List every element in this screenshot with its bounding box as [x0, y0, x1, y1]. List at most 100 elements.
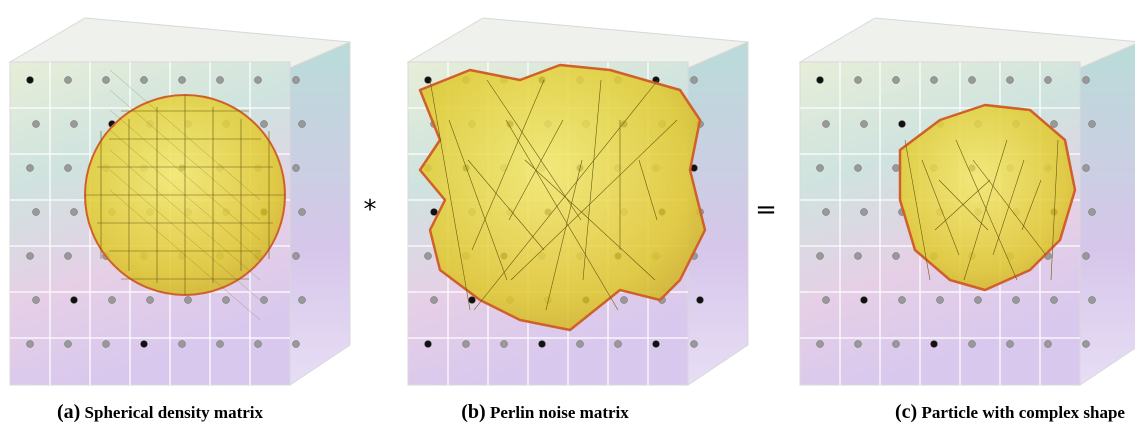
lattice-point: [71, 209, 78, 216]
lattice-point: [299, 209, 306, 216]
lattice-point: [969, 341, 976, 348]
lattice-point: [855, 77, 862, 84]
lattice-point: [261, 121, 268, 128]
lattice-point: [1083, 165, 1090, 172]
lattice-point: [27, 77, 34, 84]
lattice-point: [1051, 121, 1058, 128]
lattice-point: [691, 341, 698, 348]
lattice-point: [179, 341, 186, 348]
lattice-point: [817, 77, 824, 84]
lattice-point: [817, 165, 824, 172]
lattice-point: [33, 209, 40, 216]
lattice-point: [691, 77, 698, 84]
lattice-point: [463, 341, 470, 348]
lattice-point: [893, 341, 900, 348]
caption-text: Particle with complex shape: [921, 403, 1125, 422]
lattice-point: [33, 297, 40, 304]
lattice-point: [299, 121, 306, 128]
operator: *: [364, 195, 377, 225]
lattice-point: [27, 253, 34, 260]
lattice-point: [65, 341, 72, 348]
lattice-point: [293, 165, 300, 172]
lattice-point: [261, 297, 268, 304]
lattice-point: [855, 165, 862, 172]
lattice-point: [539, 341, 546, 348]
lattice-point: [425, 253, 432, 260]
lattice-point: [223, 297, 230, 304]
lattice-point: [1083, 253, 1090, 260]
lattice-point: [293, 341, 300, 348]
lattice-point: [1007, 77, 1014, 84]
caption-text: Spherical density matrix: [85, 403, 264, 422]
lattice-point: [179, 77, 186, 84]
cube-top: [10, 18, 350, 68]
lattice-point: [71, 121, 78, 128]
lattice-point: [861, 121, 868, 128]
lattice-point: [103, 77, 110, 84]
lattice-point: [621, 297, 628, 304]
panel-label: (c): [895, 401, 917, 423]
lattice-point: [217, 341, 224, 348]
lattice-point: [823, 121, 830, 128]
lattice-point: [577, 341, 584, 348]
lattice-point: [185, 297, 192, 304]
caption: (b) Perlin noise matrix: [461, 401, 629, 423]
lattice-point: [937, 297, 944, 304]
lattice-point: [931, 77, 938, 84]
lattice-point: [817, 253, 824, 260]
lattice-point: [893, 77, 900, 84]
lattice-point: [969, 77, 976, 84]
lattice-point: [33, 121, 40, 128]
cube-top: [800, 18, 1135, 68]
lattice-point: [65, 253, 72, 260]
lattice-point: [855, 341, 862, 348]
lattice-point: [109, 297, 116, 304]
panel-label: (b): [461, 401, 485, 423]
operator: =: [755, 195, 777, 225]
lattice-point: [823, 297, 830, 304]
lattice-point: [893, 165, 900, 172]
lattice-point: [817, 341, 824, 348]
lattice-point: [1083, 341, 1090, 348]
lattice-point: [27, 341, 34, 348]
cube-side: [1080, 42, 1135, 385]
lattice-point: [1045, 77, 1052, 84]
lattice-point: [1051, 297, 1058, 304]
panel-label: (a): [57, 401, 80, 423]
lattice-point: [1045, 341, 1052, 348]
lattice-point: [103, 341, 110, 348]
lattice-point: [1089, 297, 1096, 304]
lattice-point: [615, 341, 622, 348]
lattice-point: [1089, 209, 1096, 216]
lattice-point: [141, 341, 148, 348]
lattice-point: [299, 297, 306, 304]
lattice-point: [141, 77, 148, 84]
lattice-point: [861, 209, 868, 216]
lattice-point: [653, 341, 660, 348]
lattice-point: [899, 121, 906, 128]
lattice-point: [501, 341, 508, 348]
lattice-point: [697, 297, 704, 304]
lattice-point: [855, 253, 862, 260]
lattice-point: [1083, 77, 1090, 84]
lattice-point: [931, 341, 938, 348]
lattice-point: [293, 77, 300, 84]
lattice-point: [217, 77, 224, 84]
lattice-point: [1007, 341, 1014, 348]
lattice-point: [255, 77, 262, 84]
lattice-point: [899, 297, 906, 304]
panels: [10, 18, 1135, 385]
lattice-point: [255, 341, 262, 348]
figure: * = (a) Spherical density matrix (b) Per…: [0, 0, 1135, 430]
lattice-point: [147, 297, 154, 304]
lattice-point: [431, 297, 438, 304]
caption-text: Perlin noise matrix: [490, 403, 629, 422]
cube-top: [408, 18, 748, 68]
lattice-point: [65, 77, 72, 84]
lattice-point: [1089, 121, 1096, 128]
lattice-point: [1013, 297, 1020, 304]
lattice-point: [469, 297, 476, 304]
lattice-point: [893, 253, 900, 260]
lattice-point: [71, 297, 78, 304]
caption: (c) Particle with complex shape: [895, 401, 1125, 423]
